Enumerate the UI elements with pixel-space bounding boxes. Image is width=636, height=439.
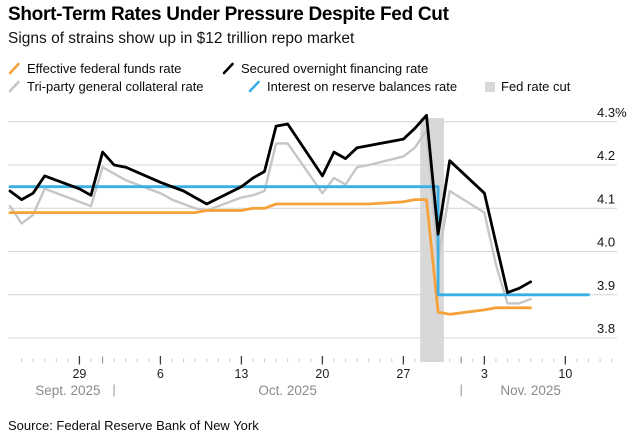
legend-swatch-triparty-icon [8,80,20,93]
legend-swatch-fedcut-icon [485,81,495,92]
series-line-sofr [8,113,532,295]
series-line-effr [8,198,532,316]
legend-item-fedcut: Fed rate cut [485,79,570,94]
month-separator: | [460,382,463,397]
chart-legend: Effective federal funds rate Secured over… [0,61,636,99]
legend-label-effr: Effective federal funds rate [27,61,182,76]
chart-title: Short-Term Rates Under Pressure Despite … [8,4,449,25]
y-axis-label-4: 4.0 [597,235,615,250]
legend-label-iorb: Interest on reserve balances rate [267,79,458,94]
legend-label-sofr: Secured overnight financing rate [241,61,429,76]
legend-item-sofr: Secured overnight financing rate [222,61,428,76]
x-axis-month-label: Oct. 2025 [258,383,317,398]
series-line-iorb [8,185,590,297]
x-axis-day-label-27: 27 [396,367,410,381]
legend-swatch-effr-icon [8,62,20,75]
month-separator: | [112,382,115,397]
x-axis-day-label-13: 13 [234,367,248,381]
legend-swatch-sofr-icon [222,62,234,75]
legend-item-effr: Effective federal funds rate [8,61,181,76]
y-axis-label-3.8: 3.8 [597,321,615,336]
legend-swatch-iorb-icon [248,80,260,93]
series-line-triparty [8,129,532,305]
y-axis-label-4.1: 4.1 [597,191,615,206]
x-axis-day-label-3: 3 [481,367,488,381]
chart-subtitle: Signs of strains show up in $12 trillion… [8,30,355,47]
y-axis-label-4.2: 4.2 [597,148,615,163]
legend-label-fedcut: Fed rate cut [501,79,571,94]
legend-item-iorb: Interest on reserve balances rate [248,79,457,94]
x-axis-day-label-10: 10 [558,367,572,381]
legend-label-triparty: Tri-party general collateral rate [27,79,204,94]
y-axis-label-4.3: 4.3% [597,105,627,120]
source-note: Source: Federal Reserve Bank of New York [8,418,259,433]
x-axis-month-label: Sept. 2025 [35,383,100,398]
legend-item-triparty: Tri-party general collateral rate [8,79,204,94]
x-axis-day-label-20: 20 [315,367,329,381]
x-axis-day-label-6: 6 [157,367,164,381]
x-axis-month-label: Nov. 2025 [500,383,561,398]
x-axis-day-label-29: 29 [72,367,86,381]
y-axis-label-3.9: 3.9 [597,278,615,293]
